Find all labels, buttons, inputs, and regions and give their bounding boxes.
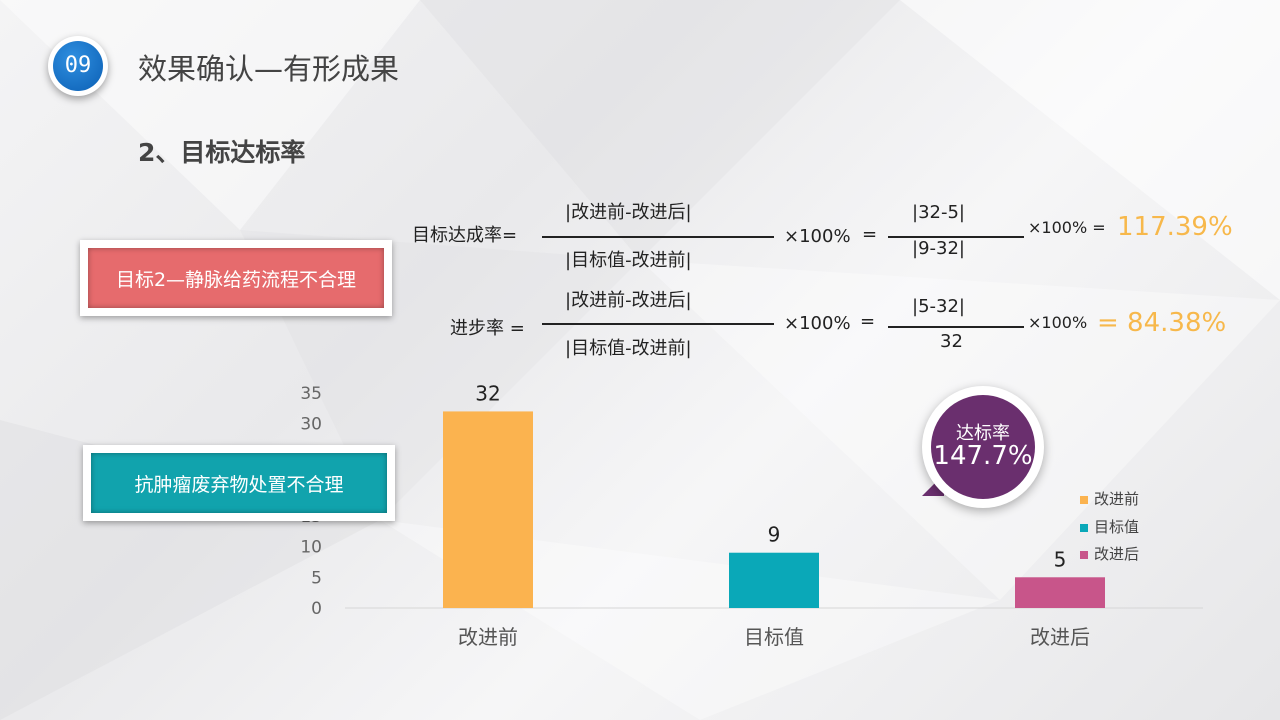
formula1-name: 目标达成率= bbox=[412, 225, 518, 246]
y-tick-label: 10 bbox=[300, 538, 322, 558]
legend-label-before: 改进前 bbox=[1094, 490, 1140, 508]
achievement-circle: 达标率 147.7% bbox=[931, 395, 1035, 499]
bar-value-label: 9 bbox=[768, 523, 781, 547]
x-tick-label: 目标值 bbox=[744, 625, 804, 649]
bar bbox=[443, 411, 533, 608]
waste-label: 抗肿瘤废弃物处置不合理 bbox=[91, 453, 387, 513]
formula2-numerator: |改进前-改进后| bbox=[565, 290, 692, 311]
waste-label-box: 抗肿瘤废弃物处置不合理 bbox=[83, 445, 395, 521]
legend-swatch-after bbox=[1080, 550, 1088, 559]
x-tick-label: 改进前 bbox=[458, 625, 518, 649]
bar-value-label: 5 bbox=[1054, 547, 1067, 571]
formula1-numerator: |改进前-改进后| bbox=[565, 202, 692, 223]
formula1-times: ×100% bbox=[784, 226, 851, 247]
section-number-badge: 09 bbox=[48, 36, 108, 96]
formula2-name: 进步率 = bbox=[450, 318, 525, 339]
page-title: 效果确认—有形成果 bbox=[138, 52, 400, 86]
formula2-denominator-values: 32 bbox=[940, 331, 963, 352]
section-subtitle: 2、目标达标率 bbox=[138, 138, 306, 167]
formula1-numerator-values: |32-5| bbox=[912, 202, 965, 223]
x-tick-label: 改进后 bbox=[1030, 625, 1090, 649]
formula2-fraction-line bbox=[542, 323, 774, 325]
legend-swatch-before bbox=[1080, 495, 1088, 504]
formula1-denominator-values: |9-32| bbox=[912, 238, 965, 259]
legend-label-after: 改进后 bbox=[1094, 545, 1140, 563]
goal-label: 目标2—静脉给药流程不合理 bbox=[88, 248, 384, 308]
formula2-equals: = bbox=[860, 311, 876, 332]
achievement-label: 达标率 bbox=[956, 423, 1010, 444]
bar bbox=[1015, 577, 1105, 608]
bar bbox=[729, 552, 819, 608]
formula2-denominator: |目标值-改进前| bbox=[565, 338, 692, 359]
legend-item-after: 改进后 bbox=[1080, 543, 1139, 564]
y-tick-label: 5 bbox=[311, 568, 322, 588]
achievement-badge: 达标率 147.7% bbox=[922, 386, 1044, 508]
goal-label-box: 目标2—静脉给药流程不合理 bbox=[80, 240, 392, 316]
legend-swatch-target bbox=[1080, 523, 1088, 532]
formula1-equals: = bbox=[862, 224, 878, 245]
formula2-numerator-values: |5-32| bbox=[912, 296, 965, 317]
section-number: 09 bbox=[53, 41, 103, 91]
legend-item-before: 改进前 bbox=[1080, 488, 1139, 509]
formula1-result: 117.39% bbox=[1117, 212, 1233, 242]
formula2-fraction-line-2 bbox=[888, 326, 1024, 328]
achievement-value: 147.7% bbox=[933, 441, 1033, 471]
legend-item-target: 目标值 bbox=[1080, 516, 1139, 537]
formula1-times-2: ×100% = bbox=[1028, 218, 1106, 237]
formula2-times-2: ×100% bbox=[1028, 313, 1088, 332]
formula2-result: = 84.38% bbox=[1097, 308, 1227, 338]
y-tick-label: 30 bbox=[300, 415, 322, 435]
formula1-denominator: |目标值-改进前| bbox=[565, 250, 692, 271]
bar-value-label: 32 bbox=[475, 381, 500, 405]
legend-label-target: 目标值 bbox=[1094, 518, 1140, 536]
y-tick-label: 0 bbox=[311, 599, 322, 619]
y-tick-label: 35 bbox=[300, 384, 322, 404]
formula1-fraction-line bbox=[542, 236, 774, 238]
formula2-times: ×100% bbox=[784, 313, 851, 334]
formula1-fraction-line-2 bbox=[888, 236, 1024, 238]
